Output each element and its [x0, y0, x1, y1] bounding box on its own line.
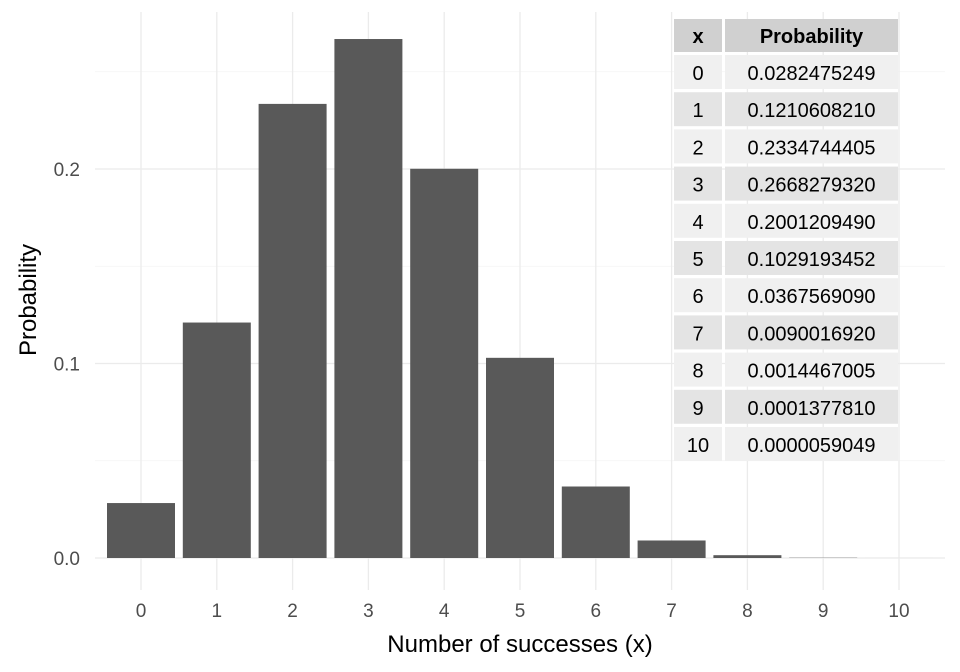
x-tick-label: 6 — [591, 601, 602, 622]
table-cell-x: 2 — [692, 137, 703, 159]
table-cell — [725, 166, 898, 201]
bar-2 — [258, 103, 327, 558]
table-cell — [674, 166, 722, 201]
x-tick-label: 5 — [515, 601, 526, 622]
table-cell-x: 8 — [692, 361, 703, 383]
x-tick-label: 4 — [439, 601, 450, 622]
table-cell-probability: 0.2668279320 — [748, 175, 876, 197]
table-cell-probability: 0.1210608210 — [748, 100, 876, 122]
table-cell-probability: 0.0090016920 — [748, 323, 876, 345]
table-cell — [674, 203, 722, 238]
table-cell-probability: 0.0282475249 — [748, 63, 876, 85]
bar-7 — [637, 540, 706, 558]
table-header-x: x — [692, 26, 703, 48]
table-cell-x: 4 — [692, 212, 703, 234]
y-tick-label: 0.2 — [54, 160, 80, 181]
x-tick-label: 8 — [742, 601, 753, 622]
table-cell — [674, 92, 722, 127]
table-cell — [725, 129, 898, 164]
table-cell-probability: 0.2334744405 — [748, 137, 876, 159]
table-cell — [674, 55, 722, 89]
table-cell-probability: 0.0367569090 — [748, 286, 876, 308]
table-cell — [725, 55, 898, 89]
table-cell — [674, 129, 722, 164]
x-tick-label: 10 — [888, 601, 909, 622]
table-cell-x: 6 — [692, 286, 703, 308]
table-header-probability: Probability — [760, 26, 864, 48]
x-tick-label: 0 — [136, 601, 147, 622]
table-cell — [725, 203, 898, 238]
table-cell — [725, 278, 898, 313]
y-tick-label: 0.1 — [54, 355, 80, 376]
table-cell-probability: 0.0000059049 — [748, 435, 876, 457]
bar-4 — [410, 168, 479, 558]
table-cell — [674, 352, 722, 387]
bar-0 — [107, 503, 175, 558]
table-cell — [725, 427, 898, 461]
table-cell-x: 0 — [692, 63, 703, 85]
x-axis-title: Number of successes (x) — [387, 631, 652, 658]
table-header-cell — [725, 19, 898, 52]
bar-6 — [561, 486, 630, 558]
x-tick-label: 7 — [666, 601, 677, 622]
bar-5 — [486, 357, 554, 558]
table-cell-probability: 0.1029193452 — [748, 249, 876, 271]
table-cell-probability: 0.0014467005 — [748, 361, 876, 383]
y-tick-labels: 0.0 0.1 0.2 — [54, 160, 80, 570]
bar-8 — [713, 555, 782, 558]
table-cell — [725, 315, 898, 350]
y-tick-label: 0.0 — [54, 549, 80, 570]
table-cell-x: 9 — [692, 398, 703, 420]
x-tick-label: 2 — [287, 601, 298, 622]
table-cell — [725, 389, 898, 424]
table-cell — [674, 315, 722, 350]
table-cell-probability: 0.0001377810 — [748, 398, 876, 420]
x-tick-label: 9 — [818, 601, 829, 622]
probability-table: x Probability 0 0.0282475249 1 0.1210608210 2 0… — [674, 19, 898, 461]
table-cell-x: 7 — [692, 323, 703, 345]
table-cell — [725, 241, 898, 275]
x-tick-label: 3 — [363, 601, 374, 622]
x-tick-labels: 0 1 2 3 4 5 6 7 8 9 10 — [136, 601, 910, 622]
table-cell-x: 3 — [692, 175, 703, 197]
table-cell — [725, 352, 898, 387]
table-cell — [674, 389, 722, 424]
bar-3 — [334, 39, 403, 559]
table-cell — [674, 241, 722, 275]
table-cell — [725, 92, 898, 127]
table-cell-probability: 0.2001209490 — [748, 212, 876, 234]
y-axis-title: Probability — [15, 244, 42, 356]
table-header-cell — [674, 19, 722, 52]
table-cell — [674, 278, 722, 313]
bars — [107, 39, 933, 559]
table-cell-x: 10 — [687, 435, 709, 457]
table-cell-x: 5 — [692, 249, 703, 271]
table-cell-x: 1 — [692, 100, 703, 122]
x-tick-label: 1 — [212, 601, 223, 622]
table-cell — [674, 427, 722, 461]
bar-1 — [182, 322, 251, 558]
